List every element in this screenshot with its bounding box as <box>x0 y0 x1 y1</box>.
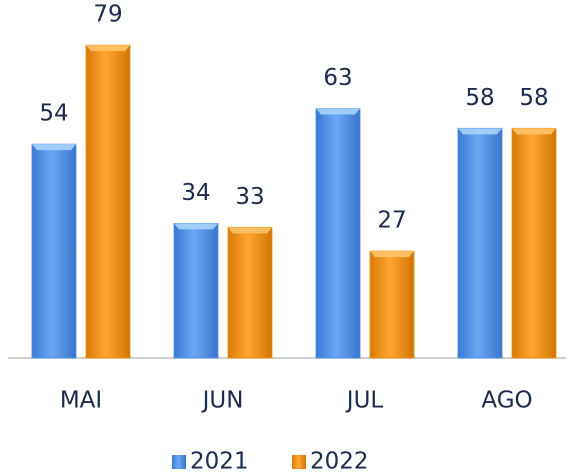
bar <box>511 127 557 359</box>
legend-swatch <box>292 455 306 469</box>
value-label: 79 <box>93 2 122 28</box>
x-tick-label: JUL <box>345 388 384 414</box>
legend-label: 2021 <box>190 449 249 474</box>
value-label: 58 <box>465 85 494 111</box>
legend-label: 2022 <box>310 449 369 474</box>
bar-bevel <box>458 128 502 135</box>
value-label: 58 <box>519 85 548 111</box>
x-tick-label: AGO <box>481 388 532 414</box>
bar <box>369 250 415 359</box>
bar <box>315 108 361 359</box>
value-label: 27 <box>377 208 406 234</box>
bar-bevel <box>512 128 556 135</box>
value-label: 34 <box>181 180 210 206</box>
bar-bevel <box>86 45 130 52</box>
bar <box>457 127 503 359</box>
legend-swatch <box>172 455 186 469</box>
value-label: 63 <box>323 65 352 91</box>
bar-bevel <box>32 144 76 151</box>
bar-bevel <box>174 223 218 230</box>
x-tick-label: MAI <box>60 388 102 414</box>
bar <box>173 222 219 359</box>
bar-bevel <box>370 251 414 258</box>
bar-bevel <box>228 227 272 234</box>
x-tick-label: JUN <box>201 388 244 414</box>
bar <box>227 226 273 359</box>
bar <box>31 143 77 359</box>
value-label: 33 <box>235 184 264 210</box>
bar <box>85 44 131 359</box>
value-label: 54 <box>39 101 68 127</box>
bar-bevel <box>316 108 360 115</box>
